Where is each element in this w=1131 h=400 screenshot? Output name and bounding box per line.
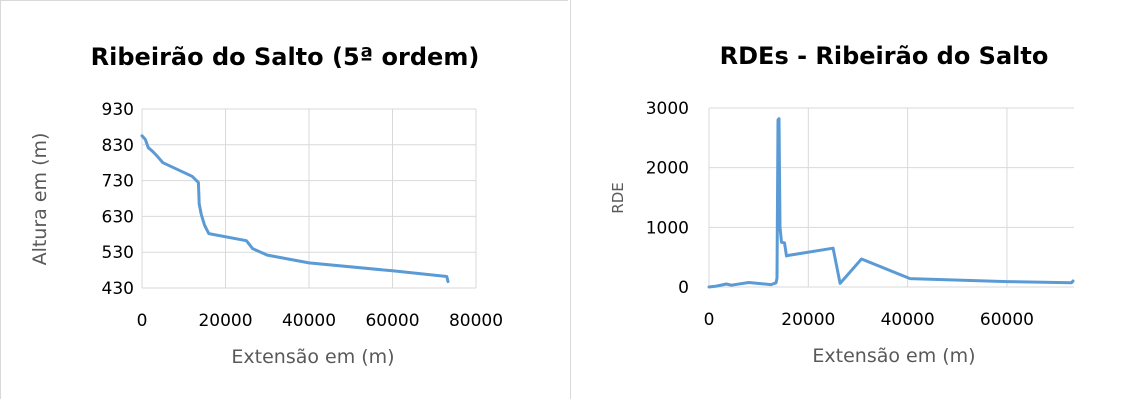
x-tick-label: 80000 (449, 311, 503, 331)
x-tick-label: 40000 (282, 311, 336, 331)
series-line (707, 117, 1075, 289)
x-axis-label: Extensão em (m) (812, 345, 975, 367)
chart-title: RDEs - Ribeirão do Salto (720, 42, 1049, 70)
y-tick-label: 3000 (646, 99, 689, 119)
x-tick-label: 20000 (781, 310, 835, 330)
y-tick-label: 430 (102, 279, 134, 299)
y-axis-label: Altura em (m) (29, 133, 51, 266)
y-tick-label: 930 (102, 100, 134, 120)
x-tick-label: 0 (137, 311, 148, 331)
x-tick-label: 60000 (980, 310, 1034, 330)
y-tick-label: 0 (678, 278, 689, 298)
x-tick-label: 60000 (365, 311, 419, 331)
altitude-profile-chart: Ribeirão do Salto (5ª ordem) 430 530 630 730… (29, 43, 503, 368)
y-tick-label: 2000 (646, 159, 689, 179)
x-axis-label: Extensão em (m) (231, 346, 394, 368)
y-tick-label: 1000 (646, 218, 689, 238)
chart-panel-altitude: Ribeirão do Salto (5ª ordem) 430 530 630 730… (0, 0, 568, 399)
x-tick-label: 40000 (881, 310, 935, 330)
rde-profile-chart: RDEs - Ribeirão do Salto 0 1000 2000 3000 0 20… (609, 42, 1075, 367)
y-tick-label: 530 (102, 243, 134, 263)
series-line (140, 134, 450, 284)
y-tick-label: 830 (102, 136, 134, 156)
y-tick-label: 730 (102, 172, 134, 192)
chart-panel-rde: RDEs - Ribeirão do Salto 0 1000 2000 3000 0 20… (570, 0, 1131, 399)
y-axis-label: RDE (609, 182, 627, 213)
y-tick-label: 630 (102, 207, 134, 227)
chart-title: Ribeirão do Salto (5ª ordem) (91, 43, 480, 71)
x-tick-label: 0 (704, 310, 715, 330)
x-tick-label: 20000 (198, 311, 252, 331)
